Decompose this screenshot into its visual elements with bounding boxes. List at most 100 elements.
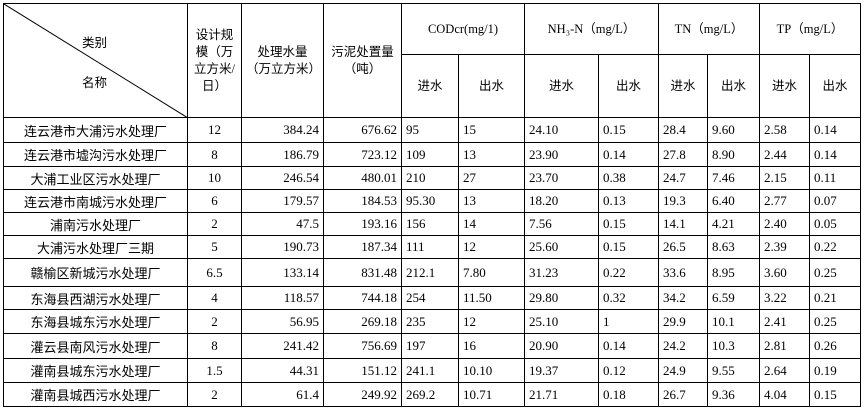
tp-out-cell: 0.07 (809, 189, 861, 213)
table-row: 灌云县南风污水处理厂 8 241.42 756.69 197 16 20.90 0.14 24.… (3, 333, 861, 359)
codcr-out-cell: 10.71 (458, 382, 525, 407)
nh3n-in-cell: 20.90 (524, 333, 599, 359)
nh3n-out-cell: 1 (598, 309, 659, 334)
tn-in-cell: 33.6 (658, 258, 708, 287)
codcr-out-cell: 7.80 (458, 258, 525, 287)
tn-out-cell: 10.3 (707, 333, 760, 359)
tn-in-cell: 24.9 (658, 358, 708, 383)
nh3n-in-cell: 23.70 (524, 166, 599, 190)
tn-out-cell: 9.60 (707, 117, 760, 143)
nh3n-out-cell: 0.18 (598, 382, 659, 407)
tp-header: TP（mg/L） (759, 3, 861, 55)
tp-out-cell: 0.14 (809, 142, 861, 167)
tp-in-cell: 2.77 (759, 189, 810, 213)
tn-out-cell: 7.46 (707, 166, 760, 190)
tn-in-cell: 26.7 (658, 382, 708, 407)
codcr-out-cell: 13 (458, 142, 525, 167)
design-scale-cell: 2 (187, 382, 242, 407)
codcr-in-cell: 241.1 (401, 358, 459, 383)
tn-out-cell: 6.59 (707, 286, 760, 310)
sludge-cell: 676.62 (323, 117, 402, 143)
nh3n-out-cell: 0.13 (598, 189, 659, 213)
treated-water-cell: 56.95 (241, 309, 324, 334)
sludge-cell: 187.34 (323, 235, 402, 259)
treated-water-cell: 118.57 (241, 286, 324, 310)
sludge-cell: 193.16 (323, 212, 402, 236)
design-scale-cell: 6 (187, 189, 242, 213)
plant-name-cell: 连云港市大浦污水处理厂 (3, 117, 188, 143)
tn-in-cell: 24.2 (658, 333, 708, 359)
tp-out-cell: 0.11 (809, 166, 861, 190)
codcr-out-cell: 11.50 (458, 286, 525, 310)
table-row: 东海县城东污水处理厂 2 56.95 269.18 235 12 25.10 1 29.9 10.… (3, 309, 861, 334)
codcr-out-cell: 13 (458, 189, 525, 213)
tn-in-cell: 29.9 (658, 309, 708, 334)
category-label: 类别 (82, 36, 108, 50)
sludge-header: 污泥处置量（吨） (323, 3, 402, 118)
tn-out-cell: 4.21 (707, 212, 760, 236)
table-row: 浦南污水处理厂 2 47.5 193.16 156 14 7.56 0.15 14.1 4.21 2… (3, 212, 861, 236)
tn-in-cell: 27.8 (658, 142, 708, 167)
codcr-in-cell: 109 (401, 142, 459, 167)
tp-in-cell: 3.22 (759, 286, 810, 310)
sludge-cell: 184.53 (323, 189, 402, 213)
design-scale-cell: 8 (187, 333, 242, 359)
design-scale-header: 设计规模（万立方米/日） (187, 3, 242, 118)
tn-outflow-header: 出水 (707, 54, 760, 118)
tn-out-cell: 8.90 (707, 142, 760, 167)
codcr-inflow-header: 进水 (401, 54, 459, 118)
tn-out-cell: 8.95 (707, 258, 760, 287)
treated-water-cell: 179.57 (241, 189, 324, 213)
table-row: 大浦工业区污水处理厂 10 246.54 480.01 210 27 23.70 0.38 24… (3, 166, 861, 190)
nh3n-out-cell: 0.14 (598, 333, 659, 359)
codcr-in-cell: 235 (401, 309, 459, 334)
tp-out-cell: 0.22 (809, 235, 861, 259)
table-row: 连云港市大浦污水处理厂 12 384.24 676.62 95 15 24.10 0.15 28… (3, 117, 861, 143)
table-row: 灌南县城东污水处理厂 1.5 44.31 151.12 241.1 10.10 19.37 0… (3, 358, 861, 383)
codcr-in-cell: 210 (401, 166, 459, 190)
plant-name-cell: 连云港市墟沟污水处理厂 (3, 142, 188, 167)
treated-water-cell: 133.14 (241, 258, 324, 287)
table-row: 大浦污水处理厂三期 5 190.73 187.34 111 12 25.60 0.15 26.5… (3, 235, 861, 259)
plant-name-cell: 连云港市南城污水处理厂 (3, 189, 188, 213)
design-scale-cell: 6.5 (187, 258, 242, 287)
treated-water-cell: 246.54 (241, 166, 324, 190)
sludge-cell: 151.12 (323, 358, 402, 383)
codcr-in-cell: 254 (401, 286, 459, 310)
nh3n-inflow-header: 进水 (524, 54, 599, 118)
tn-out-cell: 6.40 (707, 189, 760, 213)
plant-name-cell: 灌南县城东污水处理厂 (3, 358, 188, 383)
nh3n-out-cell: 0.15 (598, 212, 659, 236)
codcr-out-cell: 27 (458, 166, 525, 190)
sludge-cell: 269.18 (323, 309, 402, 334)
tp-in-cell: 2.41 (759, 309, 810, 334)
nh3n-in-cell: 31.23 (524, 258, 599, 287)
wastewater-plant-table: 类别 名称 设计规模（万立方米/日） 处理水量（万立方米） 污泥处置量（吨） C… (3, 3, 861, 407)
tp-in-cell: 2.81 (759, 333, 810, 359)
codcr-out-cell: 14 (458, 212, 525, 236)
tp-in-cell: 2.40 (759, 212, 810, 236)
table-row: 连云港市南城污水处理厂 6 179.57 184.53 95.30 13 18.20 0.13… (3, 189, 861, 213)
treated-water-cell: 44.31 (241, 358, 324, 383)
treated-water-cell: 241.42 (241, 333, 324, 359)
nh3n-in-cell: 18.20 (524, 189, 599, 213)
plant-name-cell: 东海县城东污水处理厂 (3, 309, 188, 334)
diagonal-line (4, 4, 187, 117)
tp-out-cell: 0.21 (809, 286, 861, 310)
codcr-in-cell: 156 (401, 212, 459, 236)
nh3n-in-cell: 29.80 (524, 286, 599, 310)
codcr-out-cell: 10.10 (458, 358, 525, 383)
plant-name-cell: 东海县西湖污水处理厂 (3, 286, 188, 310)
codcr-in-cell: 95 (401, 117, 459, 143)
codcr-header: CODcr(mg/1) (401, 3, 525, 55)
tp-in-cell: 2.58 (759, 117, 810, 143)
sludge-cell: 249.92 (323, 382, 402, 407)
tp-out-cell: 0.05 (809, 212, 861, 236)
tp-out-cell: 0.19 (809, 358, 861, 383)
codcr-in-cell: 197 (401, 333, 459, 359)
codcr-out-cell: 15 (458, 117, 525, 143)
table-row: 连云港市墟沟污水处理厂 8 186.79 723.12 109 13 23.90 0.14 27… (3, 142, 861, 167)
treated-water-cell: 61.4 (241, 382, 324, 407)
tn-in-cell: 14.1 (658, 212, 708, 236)
tn-in-cell: 24.7 (658, 166, 708, 190)
